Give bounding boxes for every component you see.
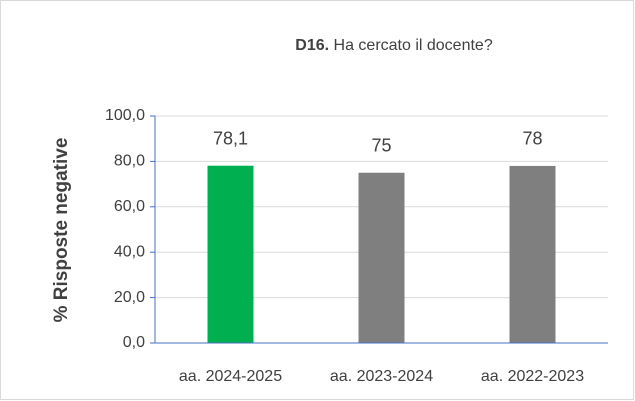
y-tick-label: 20,0	[114, 289, 145, 306]
value-label: 78,1	[213, 128, 248, 148]
x-tick-label: aa. 2024-2025	[179, 368, 282, 385]
bar	[509, 165, 556, 343]
y-tick-label: 40,0	[114, 243, 145, 260]
y-tick-label: 80,0	[114, 153, 145, 170]
bar	[207, 165, 254, 343]
title-text: Ha cercato il docente?	[334, 37, 493, 54]
chart-title: D16. Ha cercato il docente?	[295, 37, 493, 54]
bar	[358, 172, 405, 343]
y-tick-label: 60,0	[114, 198, 145, 215]
value-label: 75	[371, 136, 391, 156]
x-tick-label: aa. 2023-2024	[330, 368, 433, 385]
value-label: 78	[522, 129, 542, 149]
y-tick-label: 100,0	[105, 107, 145, 124]
title-prefix: D16.	[295, 37, 329, 54]
y-axis-label: % Risposte negative	[51, 138, 72, 323]
y-tick-label: 0,0	[123, 334, 145, 351]
x-tick-label: aa. 2022-2023	[481, 368, 584, 385]
